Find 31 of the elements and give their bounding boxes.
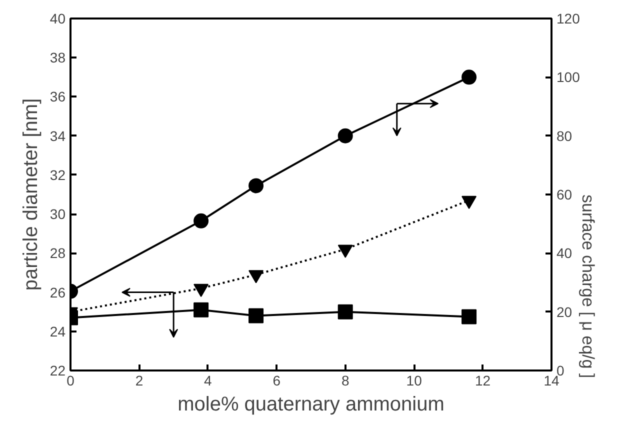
y2-tick-label: 100: [556, 69, 580, 86]
x-tick-label: 2: [135, 372, 144, 388]
x-tick-label: 8: [341, 372, 350, 388]
y2-tick-label: 40: [556, 245, 572, 262]
y-tick-label: 34: [50, 128, 66, 144]
x-tick-label: 4: [204, 372, 212, 388]
y2-tick-label: 60: [556, 186, 572, 202]
y-tick-label: 28: [50, 245, 66, 262]
y-tick-label: 30: [50, 206, 66, 222]
y-tick-label: 36: [50, 88, 66, 105]
y2-tick-label: 120: [556, 10, 580, 26]
x-tick-label: 0: [66, 372, 75, 388]
y-tick-label: 24: [50, 323, 66, 340]
y-tick-label: 40: [50, 10, 66, 26]
point: [194, 213, 209, 228]
y2-tick-label: 80: [556, 128, 572, 144]
x-axis-title: mole% quaternary ammonium: [178, 394, 444, 416]
point: [248, 178, 264, 194]
y-tick-label: 32: [50, 166, 66, 183]
y-tick-label: 22: [50, 362, 66, 378]
y2-tick-label: 0: [556, 362, 564, 378]
x-tick-label: 6: [272, 372, 281, 388]
x-tick-label: 10: [406, 372, 422, 388]
x-tick-label: 12: [475, 372, 491, 388]
y2-tick-label: 20: [556, 304, 572, 320]
y-tick-label: 26: [50, 284, 66, 300]
y-axis-title: particle diameter [nm]: [20, 98, 42, 291]
y2-axis-title: surface charge [ μ eq/g ]: [578, 194, 598, 378]
point: [338, 128, 353, 144]
point: [462, 70, 477, 85]
y-tick-label: 38: [50, 50, 66, 66]
